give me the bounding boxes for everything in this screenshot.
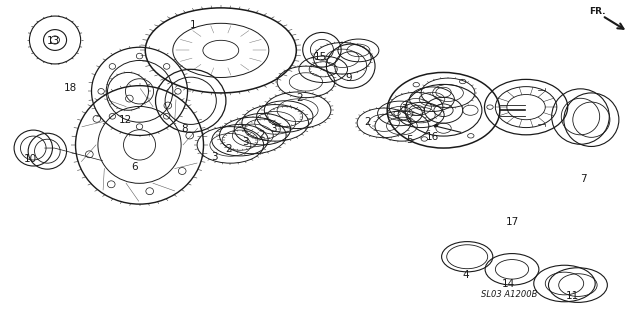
Text: 3: 3 [271,123,277,134]
Text: 13: 13 [47,36,60,46]
Text: 11: 11 [566,291,579,301]
Text: 17: 17 [506,217,518,227]
Text: 3: 3 [401,104,408,114]
Text: SL03 A1200B: SL03 A1200B [481,290,537,299]
Text: 2: 2 [365,117,371,127]
Text: 7: 7 [580,174,587,184]
Text: 18: 18 [64,83,77,93]
Text: 2: 2 [296,93,303,103]
Text: 2: 2 [225,144,232,154]
Text: 10: 10 [24,154,36,164]
Text: 3: 3 [243,137,249,147]
Text: 9: 9 [346,73,352,83]
Text: 2: 2 [258,130,264,140]
Text: 15: 15 [314,52,326,62]
Text: 8: 8 [182,124,188,134]
Text: 14: 14 [502,279,515,289]
Text: 16: 16 [426,132,438,142]
Text: FR.: FR. [589,7,606,16]
Text: 5: 5 [406,135,413,145]
Text: 3: 3 [211,152,218,163]
Text: 12: 12 [119,115,132,125]
Text: 6: 6 [131,162,138,172]
Text: 1: 1 [190,20,196,30]
Text: 4: 4 [462,270,468,280]
